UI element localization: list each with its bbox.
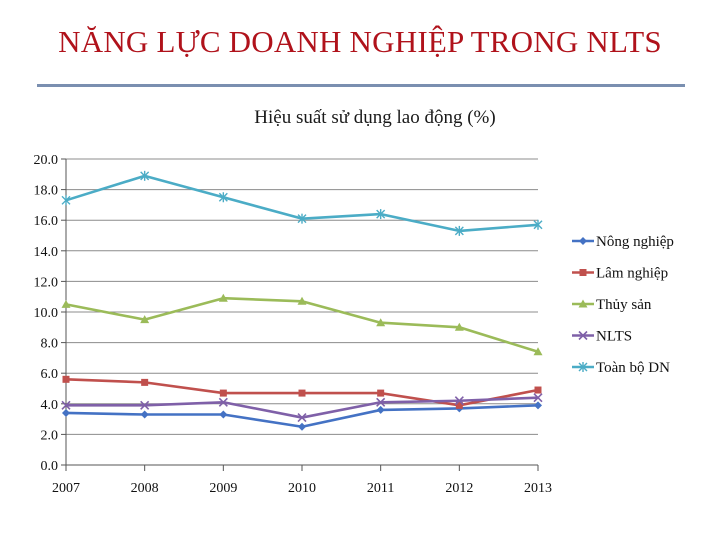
series-line [65,296,539,354]
data-point [297,296,307,305]
series-3 [61,393,543,423]
data-point [62,375,70,383]
legend-marker [578,362,588,372]
data-point [298,389,306,397]
data-point [219,410,228,419]
y-tick-label: 10.0 [34,306,59,321]
data-point [62,408,70,417]
data-point [533,219,543,230]
data-point [534,386,542,394]
x-tick-label: 2012 [445,481,473,496]
series-2 [61,293,543,356]
legend-marker [579,269,587,276]
data-point [454,225,464,236]
y-tick-label: 14.0 [34,245,59,260]
y-tick-label: 4.0 [41,398,59,413]
x-tick-label: 2009 [209,481,237,496]
data-point [454,396,464,406]
chart-title: Hiệu suất sử dụng lao động (%) [254,107,495,128]
y-tick-label: 0.0 [41,459,59,474]
marker-stroke [218,397,228,407]
data-point [454,322,464,331]
data-point [533,393,543,403]
legend-item: Lâm nghiệp [572,266,668,282]
data-point [140,400,150,410]
data-point [218,397,228,407]
legend-item: NLTS [572,329,632,345]
data-point [219,389,227,397]
x-tick-label: 2007 [52,481,80,496]
legend-marker [578,299,588,308]
legend-label: Toàn bộ DN [596,360,670,376]
legend-label: Thủy sản [596,297,652,313]
marker-stroke [61,400,71,410]
y-tick-label: 8.0 [41,337,59,352]
marker-stroke [578,330,588,341]
data-point [534,401,542,410]
y-tick-label: 2.0 [41,428,59,443]
marker-stroke [533,393,543,403]
legend-marker [578,330,588,341]
legend-item: Thủy sản [572,297,652,313]
data-point [140,410,149,419]
x-tick-label: 2011 [367,481,394,496]
data-point [140,315,150,324]
data-point [298,422,306,431]
data-point [61,299,71,308]
data-point [377,389,385,397]
x-tick-label: 2013 [524,481,552,496]
marker-stroke [454,396,464,406]
y-tick-label: 20.0 [34,153,59,168]
axes: 0.0 2.0 4.0 6.0 8.0 10.0 12.0 14.0 16.0 18.0 20.0 2… [34,153,553,496]
data-point [218,192,228,203]
data-point [376,209,386,220]
plot-series [61,170,543,431]
data-point [61,195,71,206]
legend-marker [579,237,587,245]
marker-stroke [297,413,307,423]
data-point [140,170,150,181]
data-point [61,400,71,410]
title-divider [37,84,685,87]
x-tick-label: 2008 [131,481,159,496]
data-point [376,405,385,414]
data-point [218,293,228,302]
data-point [455,401,463,409]
legend-label: Nông nghiệp [596,234,674,250]
data-point [376,318,386,327]
legend-label: NLTS [596,329,632,345]
legend-item: Nông nghiệp [572,234,674,250]
data-point [376,397,386,407]
data-point [141,378,149,386]
data-point [297,213,307,224]
series-4 [61,170,543,236]
series-1 [62,375,542,409]
marker-stroke [376,397,386,407]
legend: Nông nghiệp Lâm nghiệp Thủy sản NLTS Toàn bộ… [572,234,674,376]
data-point [297,413,307,423]
x-tick-label: 2010 [288,481,316,496]
legend-item: Toàn bộ DN [572,360,670,376]
legend-label: Lâm nghiệp [596,266,668,282]
y-tick-label: 6.0 [41,367,59,382]
marker-stroke [140,400,150,410]
y-tick-label: 16.0 [34,214,59,229]
slide-title: NĂNG LỰC DOANH NGHIỆP TRONG NLTS [58,24,662,59]
y-tick-label: 18.0 [34,184,59,199]
y-tick-label: 12.0 [34,275,59,290]
data-point [533,347,543,356]
